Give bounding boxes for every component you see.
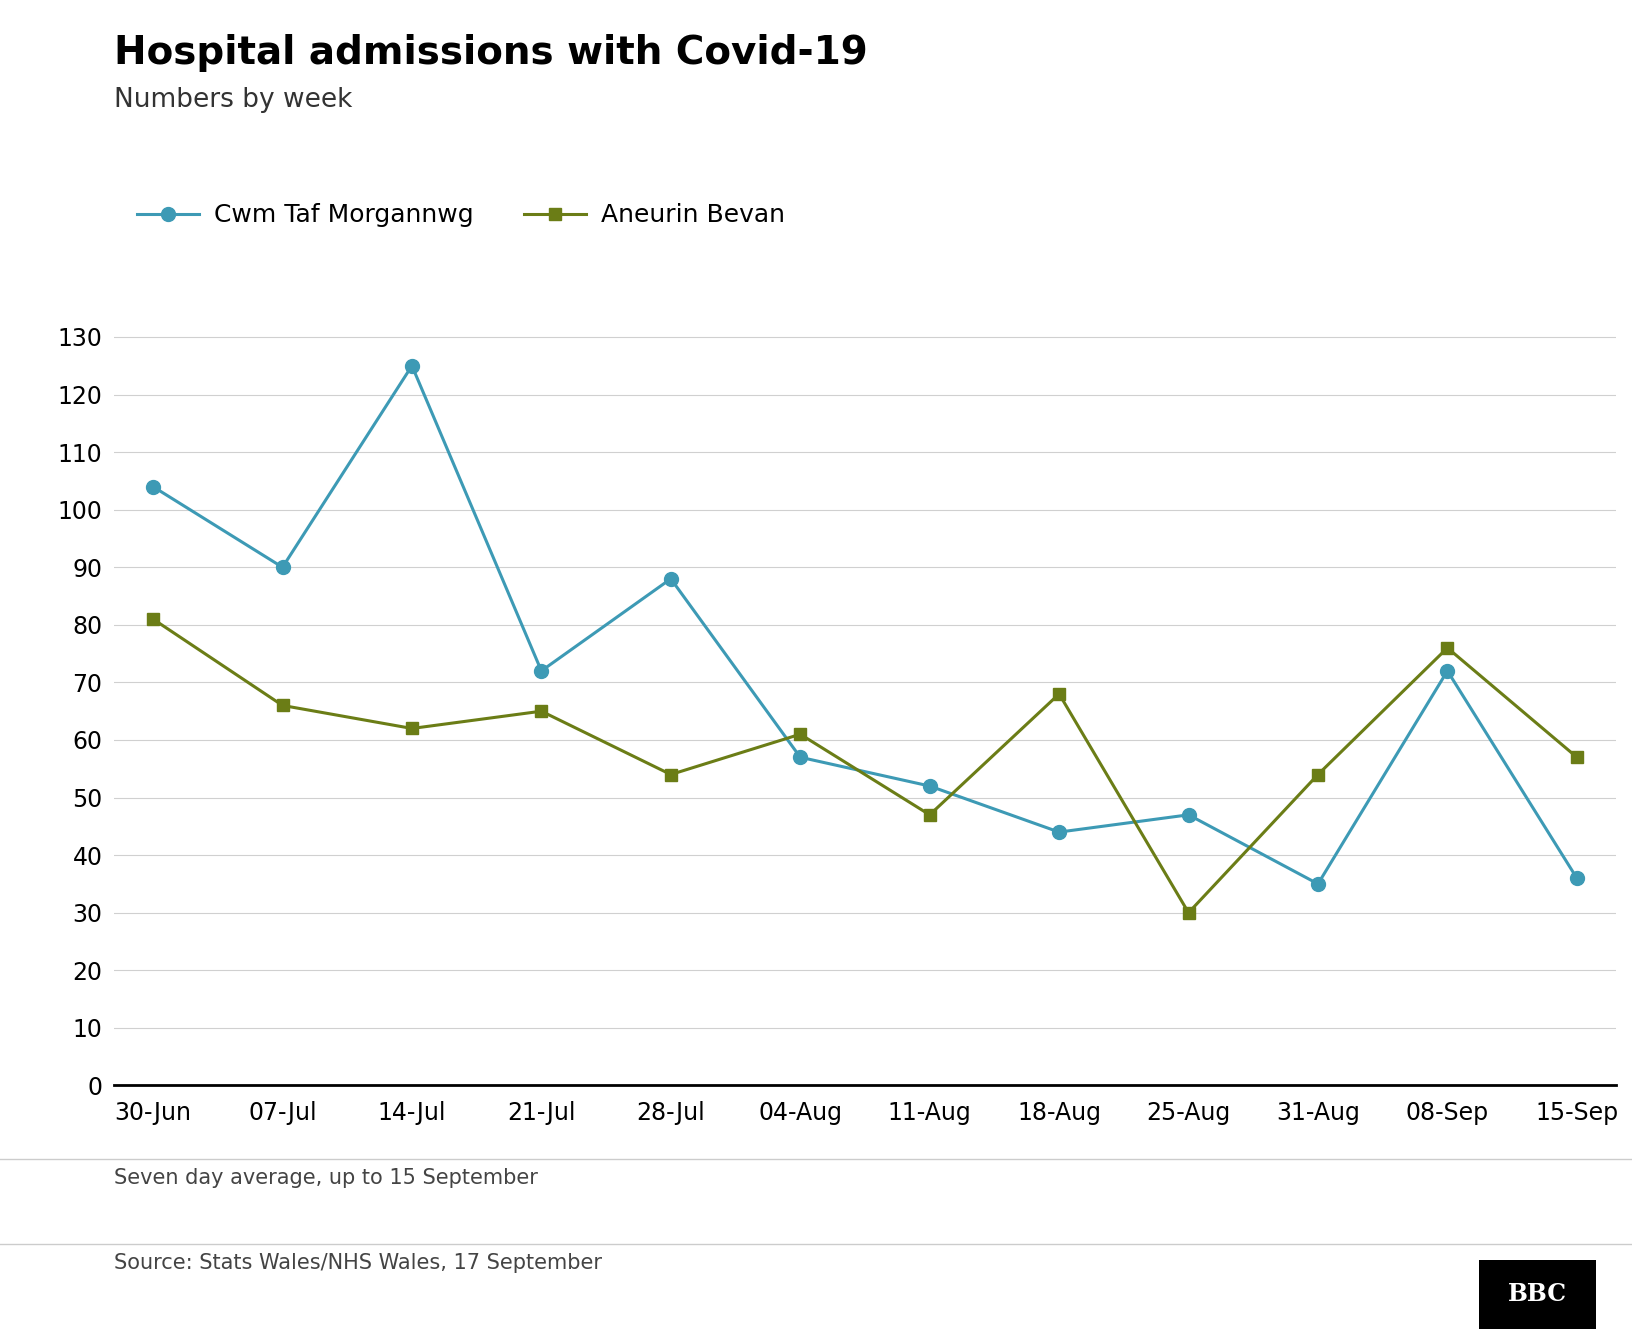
Text: BBC: BBC [1508, 1282, 1567, 1306]
Text: Numbers by week: Numbers by week [114, 87, 353, 113]
Legend: Cwm Taf Morgannwg, Aneurin Bevan: Cwm Taf Morgannwg, Aneurin Bevan [127, 193, 795, 237]
Text: Hospital admissions with Covid-19: Hospital admissions with Covid-19 [114, 34, 868, 71]
Text: Source: Stats Wales/NHS Wales, 17 September: Source: Stats Wales/NHS Wales, 17 Septem… [114, 1253, 602, 1273]
Text: Seven day average, up to 15 September: Seven day average, up to 15 September [114, 1168, 539, 1189]
